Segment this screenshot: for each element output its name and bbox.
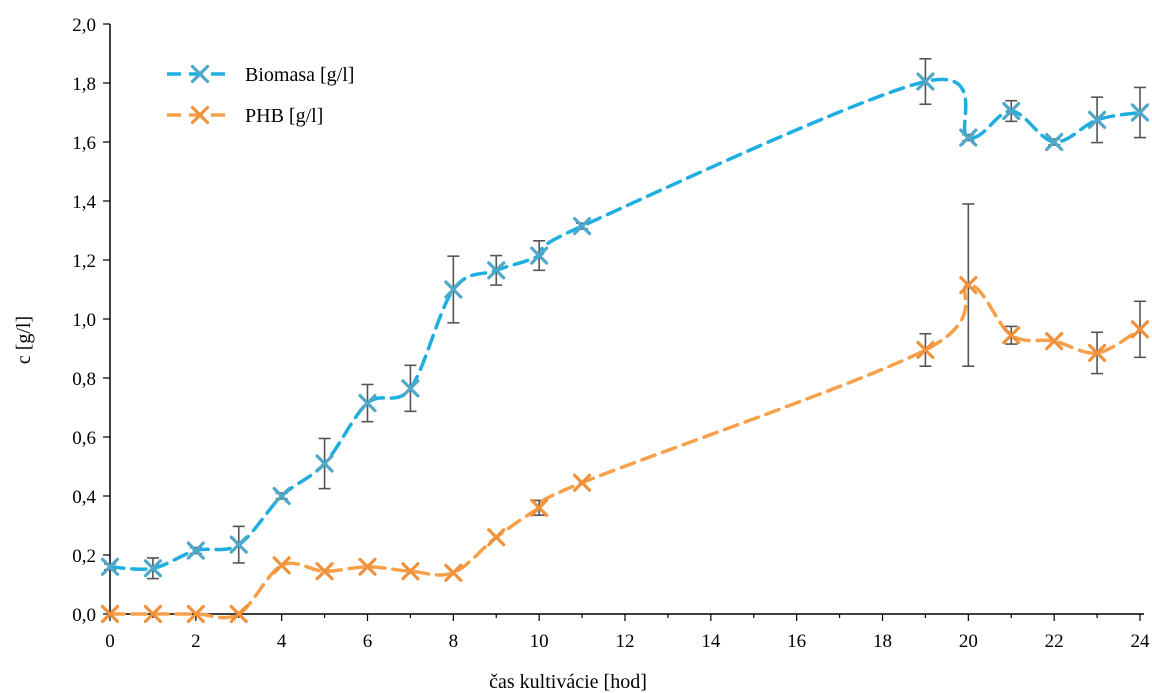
biomasa-data-point — [1045, 132, 1064, 152]
x-tick-label: 18 — [873, 631, 892, 652]
legend-label-biomasa: Biomasa [g/l] — [245, 64, 354, 86]
phb-data-point — [959, 275, 978, 295]
biomasa-series-line — [108, 77, 1142, 571]
legend-label-phb: PHB [g/l] — [245, 105, 323, 127]
biomasa-data-point — [186, 541, 205, 560]
phb-data-point — [1002, 326, 1021, 345]
biomasa-data-point — [229, 535, 248, 554]
phb-data-point — [916, 340, 935, 360]
biomasa-data-point — [572, 216, 592, 236]
phb-data-point — [572, 473, 592, 492]
phb-data-point — [1045, 332, 1064, 351]
phb-data-point — [401, 562, 420, 581]
phb-data-point — [315, 562, 334, 581]
phb-data-point — [100, 604, 120, 624]
biomasa-data-point — [487, 261, 506, 280]
biomasa-data-point — [1130, 103, 1150, 122]
legend-item-biomasa: Biomasa [g/l] — [167, 64, 354, 86]
phb-data-point — [358, 557, 377, 576]
y-tick-label: 0,8 — [72, 369, 96, 390]
x-axis-title: čas kultivácie [hod] — [489, 671, 647, 693]
y-tick-label: 0,0 — [72, 605, 96, 626]
phb-data-point — [143, 604, 163, 624]
phb-data-point — [186, 604, 205, 624]
phb-data-point — [1087, 343, 1107, 363]
legend-marker-biomasa — [190, 64, 210, 84]
biomasa-data-point — [959, 128, 978, 147]
phb-data-point — [444, 563, 463, 582]
biomasa-data-point — [143, 559, 163, 578]
x-tick-label: 2 — [191, 631, 201, 652]
markers — [100, 72, 1150, 624]
legend-item-phb: PHB [g/l] — [167, 105, 323, 127]
y-tick-label: 0,6 — [72, 428, 96, 449]
error-bars — [104, 58, 1146, 580]
series-lines — [108, 77, 1142, 620]
y-tick-label: 1,0 — [72, 310, 96, 331]
biomasa-data-point — [358, 393, 377, 413]
legend: Biomasa [g/l] PHB [g/l] — [167, 64, 354, 127]
phb-data-point — [272, 556, 291, 575]
x-tick-label: 24 — [1131, 631, 1151, 652]
biomasa-data-point — [401, 379, 420, 398]
biomasa-data-point — [100, 557, 120, 576]
y-tick-label: 1,2 — [72, 251, 96, 272]
phb-data-point — [229, 604, 248, 624]
x-tick-label: 22 — [1045, 631, 1064, 652]
x-tick-label: 20 — [959, 631, 978, 652]
y-axis-title: c [g/l] — [13, 316, 35, 364]
y-tick-label: 0,2 — [72, 546, 96, 567]
y-tick-label: 2,0 — [72, 15, 96, 36]
y-tick-label: 1,8 — [72, 74, 96, 95]
phb-series-line — [108, 283, 1142, 620]
x-tick-label: 0 — [105, 631, 115, 652]
x-tick-label: 12 — [616, 631, 635, 652]
y-tick-label: 1,6 — [72, 133, 96, 154]
axes: 0 2 4 6 8 10 12 14 16 18 20 22 24 0,00,20,40,60,81,0… — [72, 15, 1150, 652]
y-tick-label: 1,4 — [72, 192, 96, 213]
y-ticks: 0,0 0,2 0,4 0,6 0,8 1,0 1,2 1,4 1,6 1,8 2,0 — [72, 15, 110, 626]
biomasa-data-point — [315, 454, 334, 473]
biomasa-data-point — [444, 280, 463, 299]
x-tick-label: 16 — [787, 631, 806, 652]
phb-data-point — [487, 528, 506, 547]
biomasa-data-point — [1087, 110, 1107, 129]
x-tick-label: 14 — [701, 631, 721, 652]
biomasa-data-point — [916, 72, 935, 91]
x-tick-label: 10 — [530, 631, 549, 652]
legend-marker-phb — [190, 105, 210, 125]
phb-data-point — [530, 498, 549, 517]
phb-data-point — [1130, 320, 1150, 339]
biomasa-data-point — [272, 486, 291, 506]
x-tick-label: 8 — [449, 631, 459, 652]
x-ticks: 0 2 4 6 8 10 12 14 16 18 20 22 24 — [105, 614, 1150, 652]
x-tick-label: 6 — [363, 631, 373, 652]
y-tick-label: 0,4 — [72, 487, 96, 508]
x-tick-label: 4 — [277, 631, 287, 652]
biomasa-data-point — [530, 246, 549, 265]
biomasa-data-point — [1002, 101, 1021, 121]
